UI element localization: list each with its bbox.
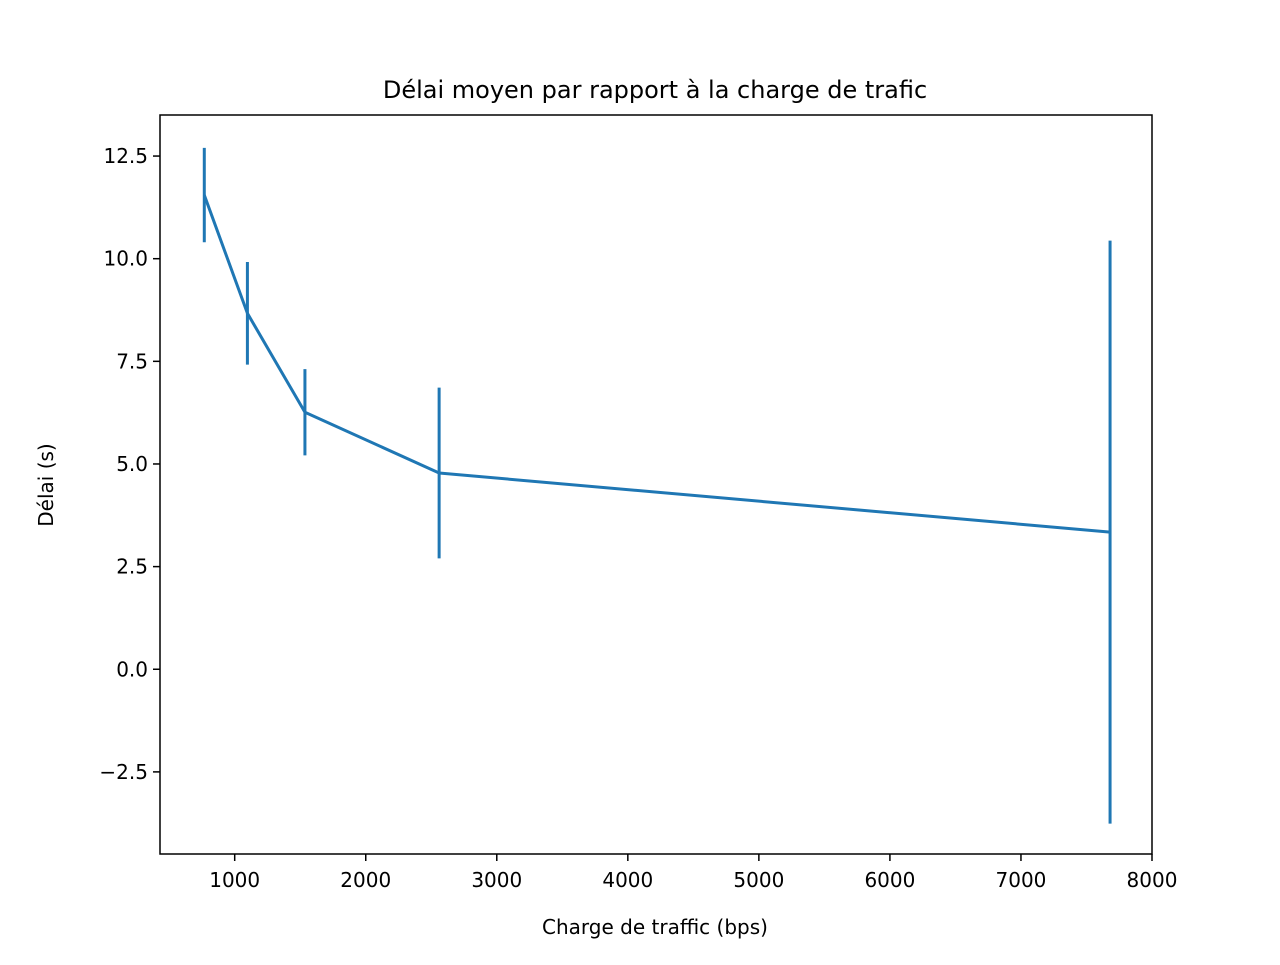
axes-frame bbox=[159, 114, 1153, 855]
y-tick-label: 10.0 bbox=[103, 247, 148, 271]
x-tick-label: 4000 bbox=[602, 868, 653, 892]
y-tick-label: 7.5 bbox=[116, 349, 148, 373]
x-tick-label: 2000 bbox=[340, 868, 391, 892]
y-tick-label: −2.5 bbox=[99, 760, 148, 784]
x-tick-label: 1000 bbox=[209, 868, 260, 892]
y-tick-label: 5.0 bbox=[116, 452, 148, 476]
chart-title: Délai moyen par rapport à la charge de t… bbox=[383, 76, 927, 104]
y-tick-label: 12.5 bbox=[103, 144, 148, 168]
x-tick-label: 6000 bbox=[864, 868, 915, 892]
y-axis-label: Délai (s) bbox=[34, 443, 58, 526]
x-axis-label: Charge de traffic (bps) bbox=[542, 915, 768, 939]
y-tick-label: 0.0 bbox=[116, 657, 148, 681]
x-tick-label: 5000 bbox=[733, 868, 784, 892]
x-tick-label: 8000 bbox=[1127, 868, 1178, 892]
plot-area: 1000 2000 3000 4000 5000 6000 7000 8000 −2.5 0.0 2… bbox=[99, 114, 1178, 892]
y-tick-label: 2.5 bbox=[116, 555, 148, 579]
x-tick-label: 7000 bbox=[996, 868, 1047, 892]
x-tick-label: 3000 bbox=[471, 868, 522, 892]
